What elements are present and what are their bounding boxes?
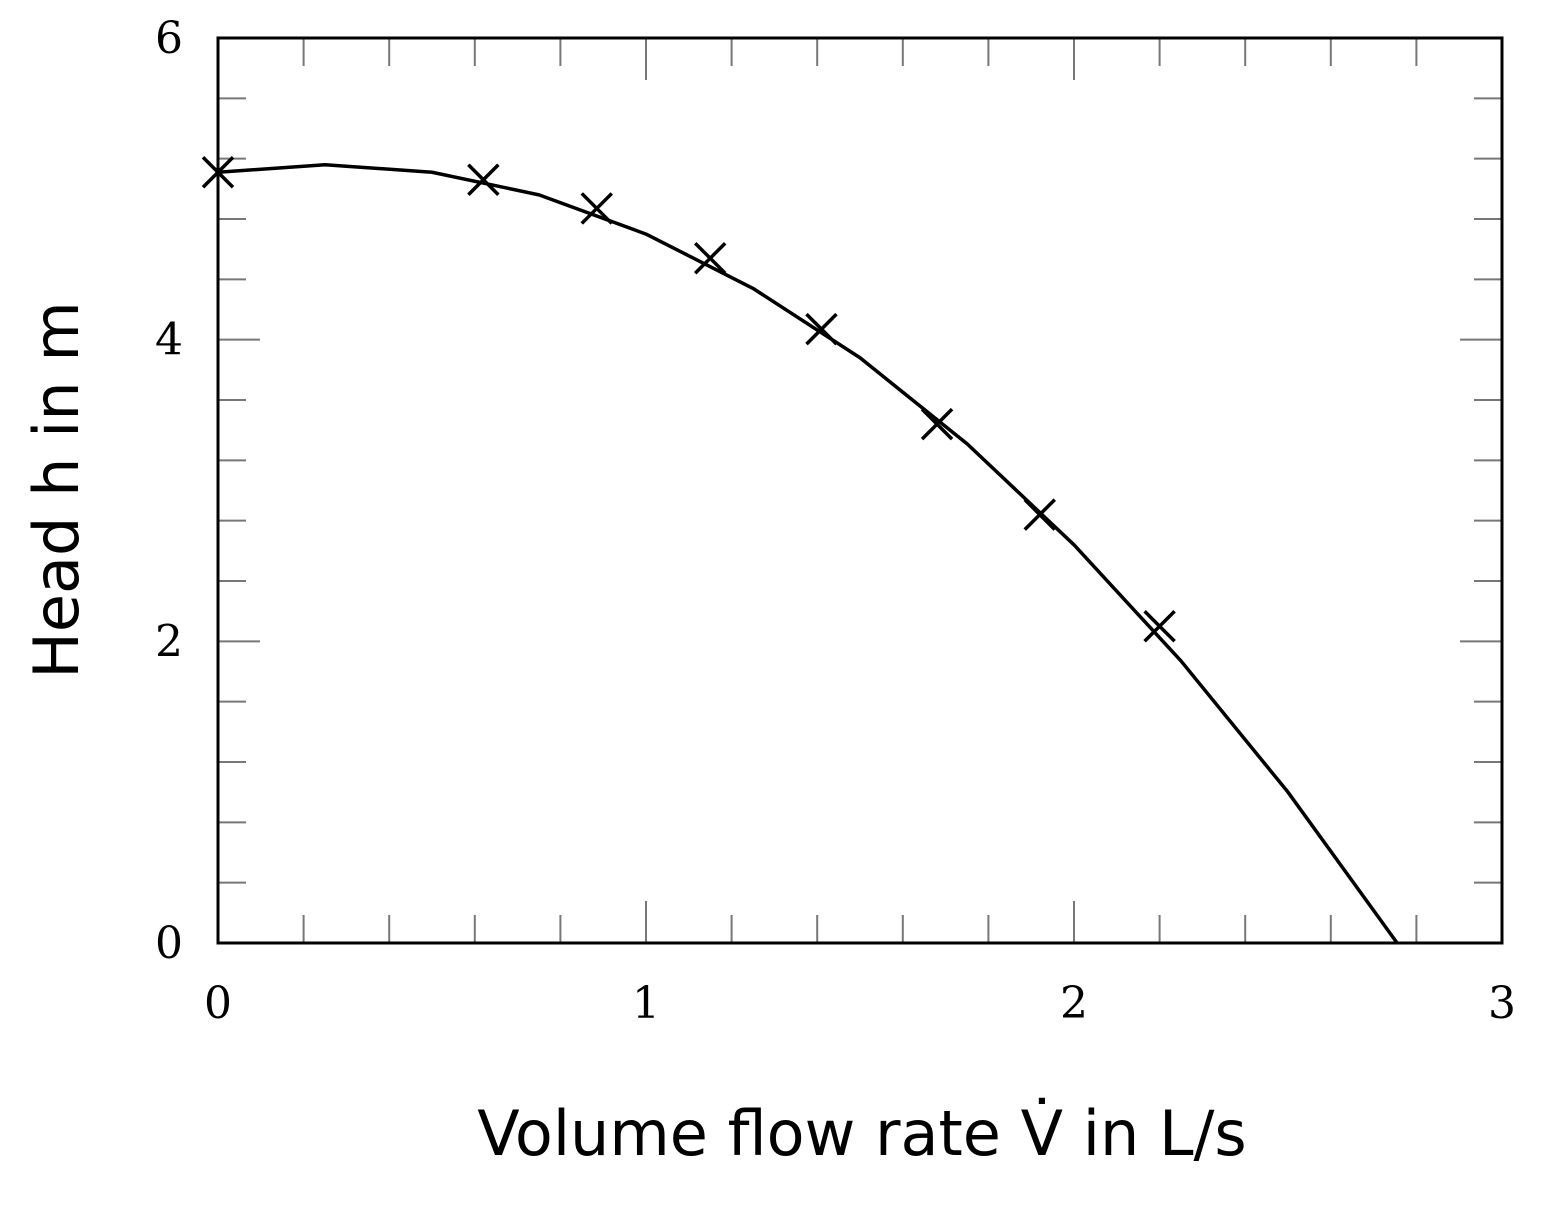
data-marker [1143,610,1176,643]
x-tick-label: 0 [204,978,232,1029]
fit-curve [217,162,1399,945]
y-axis-label: Head h in m [20,301,93,678]
y-tick-label: 2 [155,616,183,667]
data-marker [201,156,235,189]
x-tick-label: 3 [1488,978,1516,1029]
data-marker [467,163,500,197]
data-marker [693,241,727,275]
plot-frame [216,36,1504,945]
x-tick-label: 2 [1060,978,1088,1029]
y-tick-label: 4 [155,315,183,366]
x-tick-label: 1 [632,978,660,1029]
y-tick-label: 0 [155,918,183,969]
data-marker [920,407,954,441]
x-axis-label: Volume flow rate V̇ in L/s [477,1097,1246,1170]
y-tick-label: 6 [155,13,183,64]
